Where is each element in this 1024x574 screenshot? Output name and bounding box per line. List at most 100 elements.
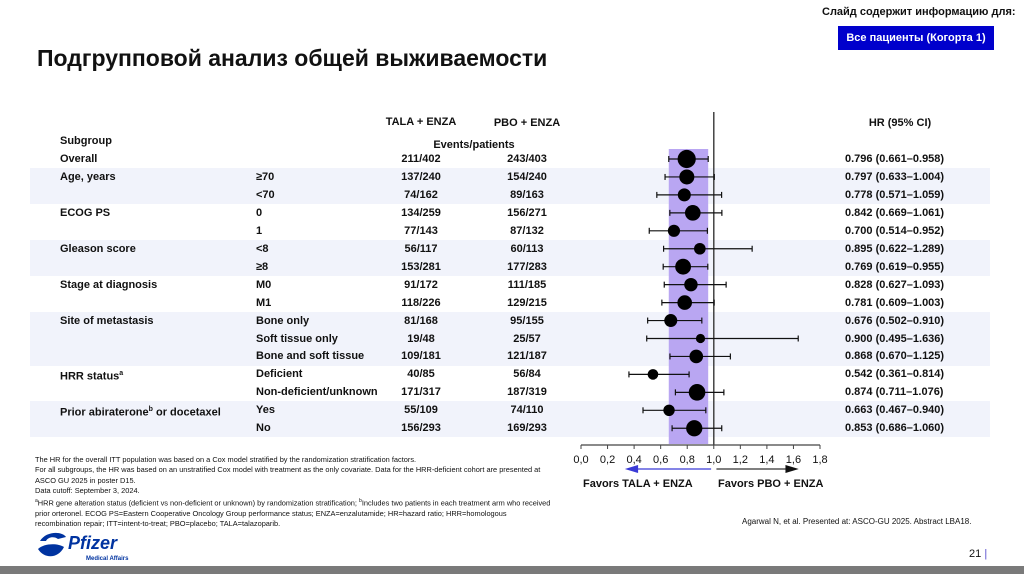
hr-point xyxy=(677,188,691,202)
page-number: 21 | xyxy=(969,548,987,560)
tala-events: 153/281 xyxy=(401,260,441,273)
hr-point xyxy=(647,369,659,380)
footnote-marker: a xyxy=(119,370,124,378)
col-header-pbo: PBO + ENZA xyxy=(493,117,561,129)
hr-ci-value: 0.853 (0.686–1.060) xyxy=(845,422,945,435)
page-title: Подгрупповой анализ общей выживаемости xyxy=(37,45,548,71)
hr-point xyxy=(689,349,704,364)
tala-events: 40/85 xyxy=(407,368,435,381)
hr-ci-value: 0.676 (0.502–0.910) xyxy=(845,314,945,327)
tala-events: 134/259 xyxy=(401,206,441,219)
svg-text:Pfizer: Pfizer xyxy=(68,533,118,553)
hr-ci-value: 0.874 (0.711–1.076) xyxy=(845,386,944,399)
tala-events: 118/226 xyxy=(401,296,441,309)
hr-ci-value: 0.663 (0.467–0.940) xyxy=(845,404,945,417)
tala-events: 91/172 xyxy=(404,278,438,291)
favors-right-label: Favors PBO + ENZA xyxy=(718,478,824,490)
x-tick-label: 0,0 xyxy=(573,454,588,466)
footer-bar xyxy=(0,566,1024,574)
subgroup-name: Age, years xyxy=(60,170,116,183)
subgroup-name: HRR status xyxy=(60,371,120,384)
subgroup-label: HRR statusa xyxy=(60,367,123,384)
footnote-text: Includes two patients in each treatment … xyxy=(35,498,551,529)
page-number-value: 21 xyxy=(969,548,982,560)
subgroup-level: Deficient xyxy=(256,368,303,381)
hr-ci-value: 0.781 (0.609–1.003) xyxy=(845,296,945,309)
tala-events: 55/109 xyxy=(404,404,438,417)
tala-events: 81/168 xyxy=(404,314,438,327)
page-separator: | xyxy=(984,548,988,560)
hr-point xyxy=(694,242,706,255)
pbo-events: 177/283 xyxy=(507,260,547,273)
favors-left-label: Favors TALA + ENZA xyxy=(583,478,693,490)
subgroup-level: 0 xyxy=(256,206,263,219)
pbo-events: 60/113 xyxy=(510,242,544,255)
pbo-events: 121/187 xyxy=(507,350,547,363)
subgroup-label: Gleason score xyxy=(60,242,136,256)
footnote-line: The HR for the overall ITT population wa… xyxy=(35,455,417,464)
hr-point xyxy=(684,277,698,292)
subgroup-level: 1 xyxy=(256,224,263,237)
favors-left-arrowhead xyxy=(624,465,639,473)
subgroup-level: ≥70 xyxy=(256,170,275,183)
x-tick-label: 0,4 xyxy=(626,454,641,466)
footnotes: The HR for the overall ITT population wa… xyxy=(35,455,555,530)
x-tick-label: 0,6 xyxy=(653,454,668,466)
cohort-badge: Все пациенты (Когорта 1) xyxy=(838,26,994,50)
hr-point xyxy=(695,333,706,344)
tala-events: 137/240 xyxy=(401,170,441,183)
hr-ci-value: 0.895 (0.622–1.289) xyxy=(845,242,945,255)
col-header-hr: HR (95% CI) xyxy=(868,117,932,129)
row-band-prior xyxy=(30,401,990,437)
subgroup-name: Stage at diagnosis xyxy=(60,278,158,291)
hr-point xyxy=(663,404,675,416)
hr-point xyxy=(679,169,695,185)
subgroup-name: Site of metastasis xyxy=(60,314,154,327)
tala-events: 109/181 xyxy=(401,350,441,363)
subgroup-level: <8 xyxy=(256,242,269,255)
footnote-marker: b xyxy=(359,498,362,505)
hr-point xyxy=(677,295,692,310)
footnote-text: HRR gene alteration status (deficient vs… xyxy=(37,498,360,508)
subgroup-name-tail: or docetaxel xyxy=(152,406,221,419)
subgroup-level: <70 xyxy=(256,188,275,201)
row-band-site xyxy=(30,312,990,366)
subgroup-label: Site of metastasis xyxy=(60,314,154,328)
tala-events: 74/162 xyxy=(404,188,438,201)
subgroup-label: Overall xyxy=(60,152,97,166)
subgroup-name: Overall xyxy=(60,153,98,165)
reference-citation: Agarwal N, et al. Presented at: ASCO-GU … xyxy=(742,517,972,526)
subgroup-level: Bone only xyxy=(256,314,310,327)
pbo-events: 243/403 xyxy=(507,153,547,165)
pbo-events: 89/163 xyxy=(510,188,544,201)
pbo-events: 25/57 xyxy=(513,332,541,345)
hr-ci-value: 0.828 (0.627–1.093) xyxy=(845,278,945,291)
tala-events: 19/48 xyxy=(407,332,435,345)
subgroup-name: ECOG PS xyxy=(60,206,111,219)
col-header-tala: TALA + ENZA xyxy=(385,116,457,128)
subgroup-level: Soft tissue only xyxy=(256,332,338,345)
subgroup-level: M1 xyxy=(256,296,272,309)
hr-point xyxy=(667,224,681,237)
subgroup-name: Prior abiraterone xyxy=(60,406,149,419)
favors-right-arrowhead xyxy=(785,465,799,473)
footnote-line: Data cutoff: September 3, 2024. xyxy=(35,485,140,495)
x-tick-label: 0,8 xyxy=(680,454,695,466)
subgroup-label: Prior abirateroneb or docetaxel xyxy=(60,403,221,420)
subgroup-label: Age, years xyxy=(60,170,116,184)
hr-ci-value: 0.778 (0.571–1.059) xyxy=(845,188,945,201)
tala-events: 77/143 xyxy=(404,224,438,237)
hr-point xyxy=(675,258,692,275)
hr-ci-value: 0.796 (0.661–0.958) xyxy=(845,153,945,165)
pbo-events: 74/110 xyxy=(510,404,544,417)
subgroup-level: No xyxy=(256,422,271,435)
hr-ci-value: 0.700 (0.514–0.952) xyxy=(845,224,945,237)
pfizer-logo: Pfizer Medical Affairs xyxy=(36,529,146,568)
hr-ci-value: 0.842 (0.669–1.061) xyxy=(845,206,945,219)
pbo-events: 56/84 xyxy=(513,368,541,381)
x-tick-label: 0,2 xyxy=(600,454,615,466)
row-band-age xyxy=(30,168,990,204)
pbo-events: 154/240 xyxy=(507,170,547,183)
tala-events: 171/317 xyxy=(401,386,441,399)
